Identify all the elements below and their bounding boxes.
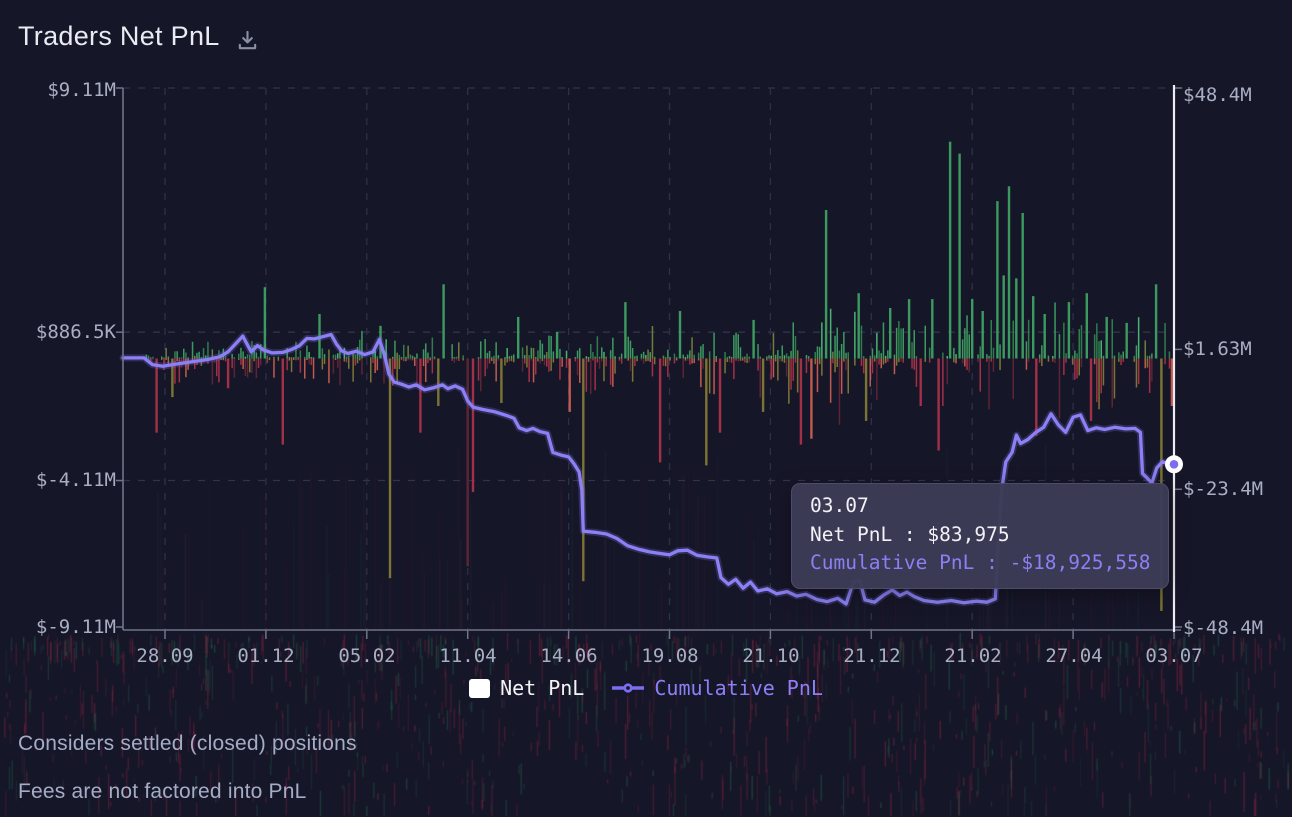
y-left-label-2: $-4.11M [35,469,116,491]
net-pnl-swatch-icon [469,678,491,698]
legend-item-net-pnl[interactable]: Net PnL [500,676,585,700]
x-label-7: 21.12 [843,645,901,667]
tooltip: 03.07 Net PnL : $83,975 Cumulative PnL :… [791,483,1170,589]
cumulative-pnl-marker-icon [612,683,645,693]
y-left-label-3: $-9.11M [35,616,116,638]
tooltip-cumulative-pnl: Cumulative PnL : -$18,925,558 [810,551,1151,574]
y-right-label-1: $1.63M [1183,338,1252,360]
legend-item-cumulative-pnl[interactable]: Cumulative PnL [654,676,823,700]
legend: Net PnL Cumulative PnL [0,672,1292,704]
x-label-4: 14.06 [540,645,598,667]
x-label-6: 21.10 [742,645,800,667]
x-label-8: 21.02 [944,645,1002,667]
download-icon[interactable] [236,29,259,52]
y-right-label-0: $48.4M [1183,84,1252,106]
x-label-9: 27.04 [1045,645,1103,667]
y-left-label-1: $886.5K [35,321,116,343]
tooltip-net-pnl: Net PnL : $83,975 [810,522,1010,546]
x-label-1: 01.12 [237,645,295,667]
x-label-10: 03.07 [1145,645,1203,667]
footer-note-1: Considers settled (closed) positions [18,732,357,755]
x-label-2: 05.02 [338,645,396,667]
x-label-0: 28.09 [136,645,194,667]
y-left-label-0: $9.11M [47,79,116,101]
tooltip-date: 03.07 [810,494,869,517]
x-label-3: 11.04 [439,645,497,667]
footer-note-2: Fees are not factored into PnL [18,780,307,803]
x-label-5: 19.08 [641,645,699,667]
y-right-label-2: $-23.4M [1183,478,1264,500]
page-title: Traders Net PnL [18,21,220,51]
y-right-label-3: $-48.4M [1183,617,1264,639]
